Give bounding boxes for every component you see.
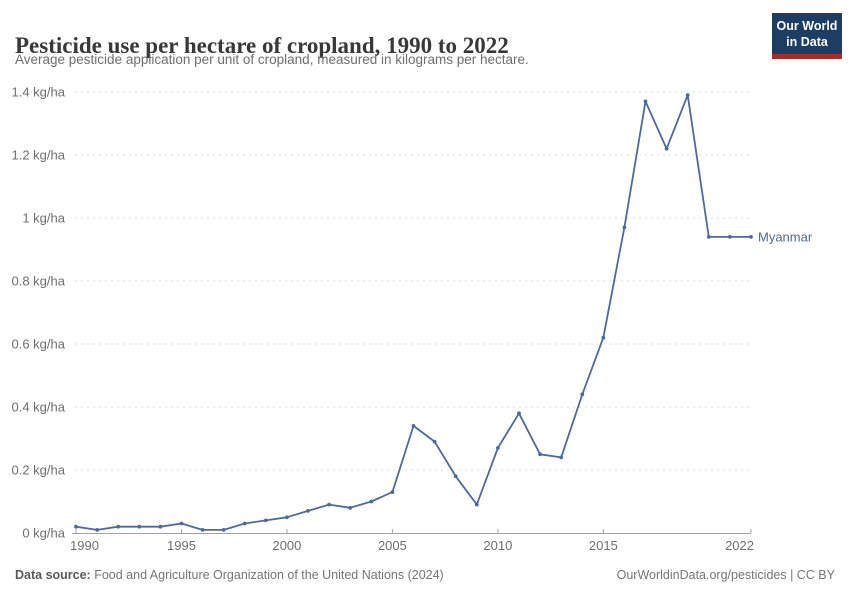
data-point [432, 439, 437, 444]
owid-logo-line1: Our World [776, 19, 838, 33]
y-tick-label: 1.2 kg/ha [12, 148, 66, 163]
series-label: Myanmar [758, 229, 813, 244]
x-tick-label: 2005 [378, 538, 407, 553]
data-point [263, 518, 268, 523]
x-tick-label: 1995 [167, 538, 196, 553]
owid-logo-line2: in Data [786, 35, 828, 49]
data-point [664, 146, 669, 151]
page-title: Pesticide use per hectare of cropland, 1… [15, 33, 509, 59]
data-point [158, 524, 163, 529]
data-point [179, 521, 184, 526]
x-tick-label: 1990 [70, 538, 99, 553]
x-tick-label: 2000 [272, 538, 301, 553]
trend-line [75, 94, 752, 531]
data-source-label: Data source: [15, 568, 91, 582]
data-point [116, 524, 121, 529]
y-tick-label: 1 kg/ha [22, 211, 65, 226]
data-point [285, 515, 289, 520]
data-point [728, 235, 732, 239]
credit-text: OurWorldinData.org/pesticides | CC BY [616, 568, 835, 582]
data-point [643, 99, 648, 104]
y-tick-label: 0.4 kg/ha [12, 400, 66, 415]
y-tick-label: 0 kg/ha [22, 526, 65, 541]
data-point [390, 490, 395, 494]
data-point [74, 524, 78, 529]
data-point [538, 452, 542, 457]
y-tick-label: 0.8 kg/ha [12, 274, 66, 289]
chart-subtitle: Average pesticide application per unit o… [15, 52, 529, 67]
data-point [411, 424, 416, 428]
data-point [749, 235, 753, 239]
data-source: Data source: Food and Agriculture Organi… [15, 568, 444, 582]
data-point [221, 528, 226, 532]
data-point [517, 411, 521, 416]
data-point [453, 474, 458, 479]
data-point [200, 528, 205, 532]
data-point [474, 502, 479, 507]
data-point [348, 505, 353, 510]
data-point [327, 502, 331, 507]
data-point [369, 499, 374, 504]
x-tick-label: 2010 [483, 538, 512, 553]
data-point [601, 335, 606, 340]
data-point [242, 521, 247, 526]
y-tick-label: 0.2 kg/ha [12, 463, 66, 478]
data-point [496, 446, 500, 450]
y-tick-label: 0.6 kg/ha [12, 337, 66, 352]
y-tick-label: 1.4 kg/ha [12, 85, 66, 100]
x-tick-label: 2015 [589, 538, 618, 553]
data-point [137, 524, 142, 529]
data-point [685, 93, 690, 97]
data-point [306, 509, 310, 513]
data-point [622, 225, 627, 230]
x-tick-label: 2022 [725, 538, 754, 553]
data-point [580, 392, 585, 397]
data-point [95, 528, 99, 532]
owid-logo: Our World in Data [772, 13, 842, 59]
data-point [559, 455, 564, 460]
data-point [706, 235, 711, 239]
chart-footer: Data source: Food and Agriculture Organi… [15, 568, 835, 582]
data-source-text: Food and Agriculture Organization of the… [90, 568, 444, 582]
